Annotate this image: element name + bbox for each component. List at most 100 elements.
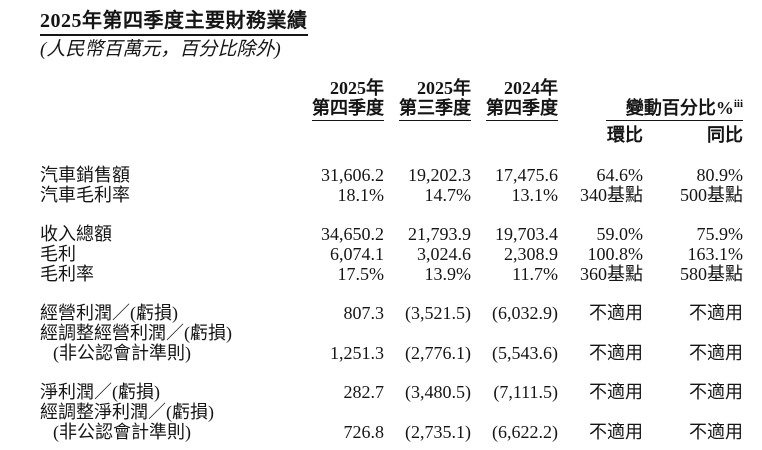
page-title: 2025年第四季度主要財務業績	[40, 10, 762, 36]
row-label: 汽車毛利率	[40, 185, 130, 205]
cell-value: 64.6%	[596, 165, 644, 185]
cell-value: 31,606.2	[321, 165, 384, 185]
financial-table: 2025年 2025年 2024年 第四季度 第三季度 第四季度 變動百分比%i…	[40, 78, 743, 442]
spacer-row	[40, 363, 743, 382]
cell-value: 2,308.9	[504, 244, 558, 264]
cell-value: 100.8%	[587, 244, 644, 264]
row-label: (非公認會計準則)	[53, 422, 191, 442]
cell-value: 不適用	[589, 422, 643, 442]
table-row: 經營利潤／(虧損) 807.3 (3,521.5) (6,032.9) 不適用 不適用	[40, 303, 743, 323]
cell-value	[471, 323, 558, 343]
cell-value: 80.9%	[696, 165, 744, 185]
cell-value: 13.1%	[511, 185, 559, 205]
row-label: 汽車銷售額	[40, 165, 130, 185]
table-row: 收入總額 34,650.2 21,793.9 19,703.4 59.0% 75.9%	[40, 224, 743, 244]
cell-value: 807.3	[343, 303, 385, 323]
table-header: 2025年 2025年 2024年 第四季度 第三季度 第四季度 變動百分比%i…	[40, 78, 743, 145]
row-label: 經營利潤／(虧損)	[40, 303, 178, 323]
table-row: 經調整經營利潤／(虧損)	[40, 323, 743, 343]
row-label: 經調整經營利潤／(虧損)	[40, 323, 232, 343]
header-year-q4-2024: 2024年	[504, 78, 558, 98]
header-year-q3-2025: 2025年	[417, 78, 471, 98]
table-row: 毛利 6,074.1 3,024.6 2,308.9 100.8% 163.1%	[40, 244, 743, 264]
cell-value: (5,543.6)	[492, 343, 558, 363]
change-group-underline: 變動百分比%iii	[605, 98, 743, 121]
header-empty-cell	[40, 121, 288, 145]
row-label: 毛利率	[40, 264, 94, 284]
cell-value	[288, 402, 384, 422]
cell-value	[384, 402, 471, 422]
cell-value: 不適用	[689, 382, 743, 402]
table-row: (非公認會計準則) 726.8 (2,735.1) (6,622.2) 不適用 不適用	[40, 422, 743, 442]
table-row: (非公認會計準則) 1,251.3 (2,776.1) (5,543.6) 不適用 不適用	[40, 343, 743, 363]
header-quarter-label: 第四季度	[312, 98, 384, 121]
cell-value: 6,074.1	[330, 244, 384, 264]
cell-value	[384, 323, 471, 343]
header-quarter-q3-2025: 第三季度	[384, 98, 471, 121]
cell-value	[558, 323, 643, 343]
cell-value: (2,735.1)	[405, 422, 471, 442]
page-subtitle: (人民幣百萬元，百分比除外)	[40, 39, 281, 60]
row-label: (非公認會計準則)	[53, 343, 191, 363]
cell-value: (6,032.9)	[492, 303, 558, 323]
cell-value: 不適用	[689, 343, 743, 363]
cell-value: 14.7%	[424, 185, 472, 205]
cell-value: 不適用	[689, 303, 743, 323]
footnote-marker: iii	[733, 98, 743, 110]
cell-value	[643, 402, 743, 422]
spacer-row	[40, 284, 743, 303]
row-label: 收入總額	[40, 224, 112, 244]
table-row: 毛利率 17.5% 13.9% 11.7% 360基點 580基點	[40, 264, 743, 284]
header-empty-cell	[558, 78, 743, 98]
cell-value: 不適用	[589, 303, 643, 323]
row-label: 毛利	[40, 244, 76, 264]
cell-value: (6,622.2)	[492, 422, 558, 442]
cell-value	[288, 323, 384, 343]
header-empty-cell	[40, 98, 288, 121]
header-year-row: 2025年 2025年 2024年	[40, 78, 743, 98]
table-row: 淨利潤／(虧損) 282.7 (3,480.5) (7,111.5) 不適用 不適用	[40, 382, 743, 402]
cell-value: 17.5%	[337, 264, 385, 284]
header-quarter-label: 第三季度	[399, 98, 471, 121]
cell-value: 340基點	[580, 185, 643, 205]
header-subcol-row: 環比 同比	[40, 121, 743, 145]
cell-value	[471, 402, 558, 422]
cell-value: 34,650.2	[321, 224, 384, 244]
cell-value	[558, 402, 643, 422]
spacer-row	[40, 205, 743, 224]
cell-value: (7,111.5)	[493, 382, 558, 402]
header-quarter-q4-2025: 第四季度	[288, 98, 384, 121]
cell-value: 19,703.4	[495, 224, 558, 244]
header-empty-cell	[40, 78, 288, 98]
cell-value: 59.0%	[596, 224, 644, 244]
header-quarter-q4-2024: 第四季度	[471, 98, 558, 121]
header-change-group: 變動百分比%iii	[558, 98, 743, 121]
page-title-text: 2025年第四季度主要財務業績	[40, 10, 308, 36]
header-quarter-row: 第四季度 第三季度 第四季度 變動百分比%iii	[40, 98, 743, 121]
table-row: 經調整淨利潤／(虧損)	[40, 402, 743, 422]
cell-value: 163.1%	[687, 244, 744, 264]
cell-value: 21,793.9	[408, 224, 471, 244]
row-label: 經調整淨利潤／(虧損)	[40, 402, 214, 422]
row-label: 淨利潤／(虧損)	[40, 382, 160, 402]
cell-value: (3,521.5)	[405, 303, 471, 323]
cell-value: 不適用	[589, 343, 643, 363]
change-group-label: 變動百分比%	[625, 98, 734, 118]
cell-value: 17,475.6	[495, 165, 558, 185]
cell-value: 18.1%	[337, 185, 385, 205]
cell-value: 726.8	[343, 422, 385, 442]
cell-value: 500基點	[680, 185, 743, 205]
cell-value: 1,251.3	[330, 343, 384, 363]
cell-value: 11.7%	[512, 264, 558, 284]
cell-value: (2,776.1)	[405, 343, 471, 363]
cell-value: 580基點	[680, 264, 743, 284]
table-row: 汽車毛利率 18.1% 14.7% 13.1% 340基點 500基點	[40, 185, 743, 205]
cell-value: 360基點	[580, 264, 643, 284]
cell-value: 不適用	[689, 422, 743, 442]
table-body: 汽車銷售額 31,606.2 19,202.3 17,475.6 64.6% 80.9% 汽…	[40, 145, 743, 442]
cell-value: 75.9%	[696, 224, 744, 244]
cell-value: (3,480.5)	[405, 382, 471, 402]
cell-value: 不適用	[589, 382, 643, 402]
cell-value: 13.9%	[424, 264, 472, 284]
